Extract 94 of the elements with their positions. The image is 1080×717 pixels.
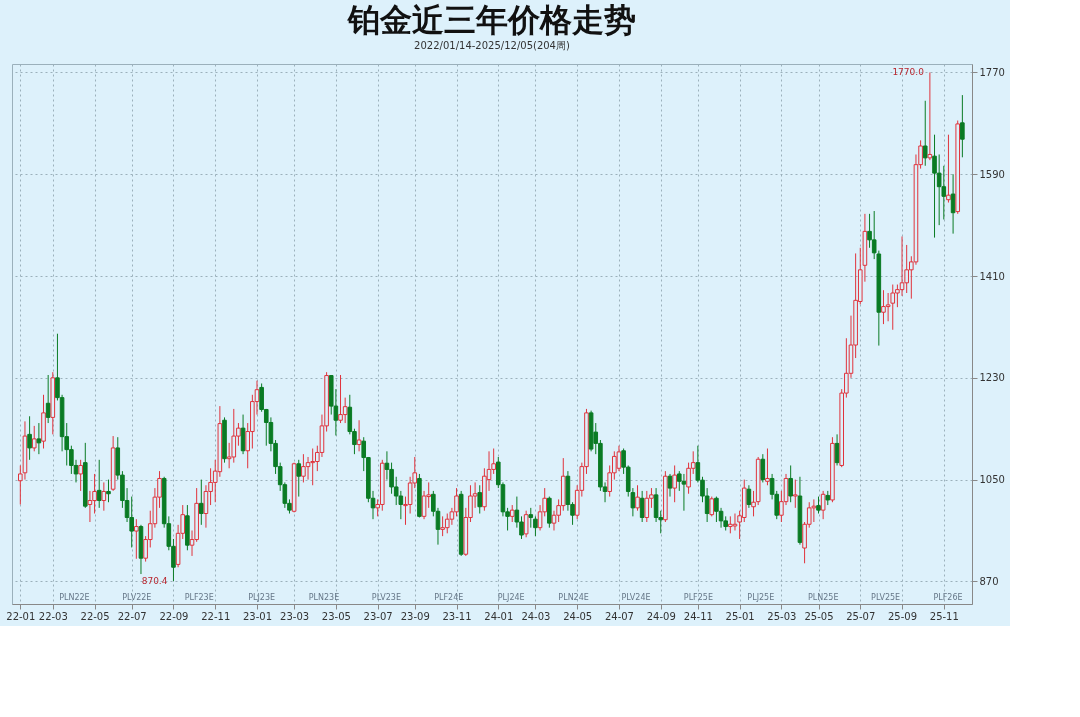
candlestick [788,464,793,503]
candlestick [672,464,677,503]
x-tick-label: 24-03 [521,610,551,622]
x-tick-label: 22-09 [159,610,189,622]
candlestick [533,515,538,537]
candlestick [87,490,93,523]
y-tick-label: 870 [979,575,999,587]
candlestick [765,448,770,486]
candlestick [681,473,687,512]
candlestick [342,397,348,424]
annotation: PLN23E [308,593,340,602]
annotation: PLF25E [683,593,713,602]
candlestick [635,484,640,512]
candlestick [667,473,673,498]
annotation: PLV25E [871,593,901,602]
candlestick [477,484,483,515]
y-tick-label: 1590 [979,168,1005,180]
candlestick [686,462,691,495]
annotation: PLN22E [59,593,90,602]
candlestick [950,173,956,235]
x-tick-label: 23-07 [363,610,393,622]
chart-title: 铂金近三年价格走势 [346,1,636,39]
candlestick [793,479,798,509]
x-tick-label: 24-09 [646,610,676,622]
annotation: PLV23E [371,593,401,602]
y-tick-label: 1770 [979,66,1005,78]
candlestick [301,453,306,483]
x-tick-label: 24-07 [604,610,634,622]
candlestick [523,510,529,538]
candlestick [760,453,766,483]
x-tick-label: 24-11 [683,610,713,622]
candlestick [134,518,139,560]
x-tick-label: 25-01 [725,610,755,622]
x-tick-label: 22-01 [6,610,36,622]
x-tick-label: 22-05 [80,610,110,622]
candlestick [927,71,933,161]
x-tick-label: 24-01 [484,610,514,622]
candlestick [96,459,102,509]
x-tick-label: 25-03 [767,610,797,622]
candlestick [31,425,37,452]
candlestick [106,479,111,503]
annotation: PLF23E [184,593,214,602]
x-tick-label: 23-11 [442,610,472,622]
x-tick-label: 24-05 [563,610,593,622]
candlestick [421,490,427,520]
y-tick-label: 1050 [979,474,1005,486]
x-tick-label: 22-03 [38,610,68,622]
annotation: PLN24E [558,593,589,602]
annotation: PLN25E [807,593,839,602]
candlestick [890,284,896,331]
candlestick [746,484,752,509]
candlestick [709,496,715,517]
x-tick-label: 25-11 [929,610,959,622]
annotation: PLJ24E [497,593,525,602]
candlestick [231,408,237,464]
y-tick-label: 1410 [979,270,1005,282]
x-tick-label: 22-07 [117,610,147,622]
candlestick [922,100,928,167]
candlestick [616,445,622,472]
chart-subtitle: 2022/01/14-2025/12/05(204周) [414,40,570,51]
candlestick [751,490,756,517]
annotation: PLJ25E [747,593,775,602]
candlestick [27,415,32,461]
y-tick-label: 1230 [979,372,1005,384]
candlestick [960,94,965,158]
x-tick-label: 23-03 [280,610,310,622]
x-tick-label: 23-09 [400,610,430,622]
annotation: PLV24E [621,593,651,602]
candlestick [296,459,302,498]
x-tick-label: 23-05 [321,610,351,622]
x-tick-label: 25-07 [846,610,876,622]
candlestick [305,456,311,481]
candlestick [203,484,209,529]
x-tick-label: 25-09 [888,610,918,622]
candlestick [644,490,650,523]
annotation: PLV22E [122,593,152,602]
candlestick [101,481,107,512]
x-tick-label: 23-01 [242,610,273,622]
candlestick [732,513,738,531]
x-tick-label: 25-05 [804,610,834,622]
x-tick-label: 22-11 [201,610,231,622]
annotation: PLF24E [434,593,464,602]
candlestick [899,235,905,297]
candlestick [36,422,42,455]
annotation: 1770.0 [892,67,925,78]
annotation: PLJ23E [248,593,276,602]
candlestick [946,134,951,204]
candlestick [528,507,534,529]
candlestick [78,459,83,492]
candlestick [936,153,942,226]
annotation: 870.4 [141,576,168,587]
candlestick [356,419,362,452]
candlestick [240,414,246,455]
annotation: PLF26E [933,593,963,602]
